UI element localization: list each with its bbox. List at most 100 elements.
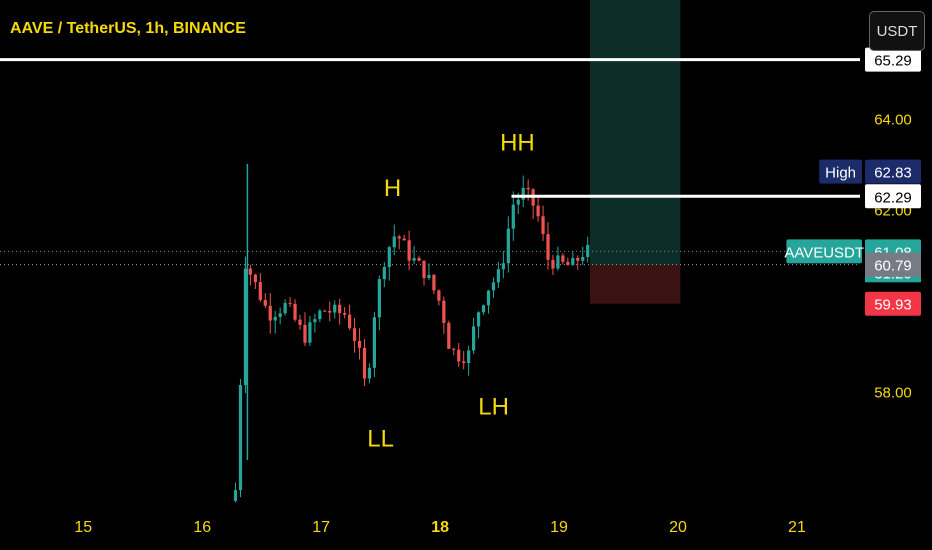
- candle-body: [571, 257, 575, 266]
- candle-body: [323, 310, 327, 312]
- candle-body: [452, 348, 456, 350]
- candle: [501, 250, 505, 279]
- time-label: 21: [788, 519, 806, 536]
- candle-body: [233, 490, 238, 501]
- candle-body: [402, 238, 406, 241]
- stop-tag-bg: [865, 291, 921, 316]
- candle-body: [333, 304, 337, 313]
- candle: [546, 222, 550, 270]
- candle: [566, 257, 570, 266]
- candle-body: [238, 385, 243, 491]
- candle-body: [268, 305, 272, 321]
- candle: [462, 351, 466, 370]
- level-tag-top-value: 65.29: [874, 53, 912, 70]
- candle: [288, 296, 292, 307]
- candle: [372, 311, 377, 378]
- candle: [432, 274, 436, 295]
- level-tag-mid: 62.29: [865, 184, 921, 209]
- candle: [233, 482, 238, 503]
- candle-body: [377, 279, 381, 318]
- entry-tag: 60.79: [865, 252, 921, 277]
- candle: [392, 224, 396, 256]
- candle: [362, 339, 367, 387]
- level-tag-mid-value: 62.29: [874, 189, 912, 206]
- time-label: 19: [550, 519, 568, 536]
- time-label: 17: [312, 519, 330, 536]
- entry-tag-value: 60.79: [874, 258, 912, 275]
- candle: [238, 379, 243, 498]
- candle: [586, 236, 590, 263]
- time-label: 18: [431, 519, 449, 536]
- candle: [447, 320, 451, 349]
- candle-body: [437, 290, 441, 301]
- candle-body: [392, 236, 396, 248]
- candle: [333, 300, 337, 319]
- candle-body: [586, 244, 590, 258]
- candle: [268, 292, 272, 334]
- candle: [338, 298, 342, 325]
- candle: [511, 191, 515, 241]
- candle-body: [352, 328, 357, 341]
- candle-body: [496, 269, 501, 283]
- candle-body: [561, 255, 565, 262]
- time-axis: 15 16 17 18 19 20 21: [74, 519, 806, 536]
- candle-body: [298, 319, 302, 325]
- candle-body: [328, 310, 332, 313]
- candle: [471, 317, 476, 355]
- candle: [303, 312, 307, 346]
- candle-body: [432, 274, 436, 291]
- candle-body: [308, 322, 312, 343]
- candle-body: [442, 300, 446, 323]
- candle: [551, 254, 555, 275]
- candle: [243, 256, 248, 394]
- candle: [412, 246, 416, 264]
- candle-body: [581, 257, 585, 261]
- price-tick-label: 64.00: [874, 111, 912, 128]
- candle-body: [462, 361, 466, 364]
- candle-body: [253, 274, 257, 283]
- price-tags: 65.2962.83High62.2961.08AAVEUSDT31:2060.…: [784, 47, 921, 316]
- candle-body: [362, 347, 367, 379]
- profit-zone: [589, 0, 681, 265]
- candles: [233, 163, 590, 503]
- candle-body: [422, 260, 426, 279]
- candle-body: [506, 228, 510, 264]
- time-label: 15: [74, 519, 92, 536]
- candle-body: [417, 258, 421, 261]
- candle-body: [303, 324, 307, 343]
- candle-body: [313, 319, 317, 323]
- high-tag: 62.83 High: [819, 159, 921, 184]
- chart-title: AAVE / TetherUS, 1h, BINANCE: [10, 20, 246, 37]
- candle: [422, 260, 426, 286]
- candle: [536, 196, 540, 222]
- candle: [278, 307, 282, 325]
- candle-body: [283, 303, 287, 314]
- level-tag-top-bg: [865, 47, 921, 72]
- currency-button[interactable]: USDT: [869, 11, 925, 51]
- candle: [506, 216, 510, 273]
- candle: [561, 253, 565, 265]
- candle: [452, 347, 456, 356]
- candle: [541, 205, 545, 241]
- candle-body: [576, 257, 580, 261]
- candle: [328, 301, 332, 322]
- candle: [323, 309, 327, 312]
- candle-body: [541, 216, 545, 235]
- candle: [357, 328, 362, 360]
- candle-body: [447, 322, 451, 349]
- high-tag-caption: High: [825, 165, 856, 182]
- candle-body: [347, 314, 352, 329]
- high-tag-value: 62.83: [874, 165, 912, 182]
- candle: [298, 314, 302, 330]
- annotation-label: H: [384, 175, 401, 202]
- candle-body: [556, 255, 560, 269]
- candle-body: [318, 310, 322, 320]
- high-tag-bg: [865, 159, 921, 184]
- stop-tag: 59.93: [865, 291, 921, 316]
- candle: [402, 234, 406, 241]
- level-tag-mid-bg: [865, 184, 921, 209]
- candle: [283, 299, 287, 316]
- candle: [377, 275, 381, 331]
- candle: [476, 311, 481, 339]
